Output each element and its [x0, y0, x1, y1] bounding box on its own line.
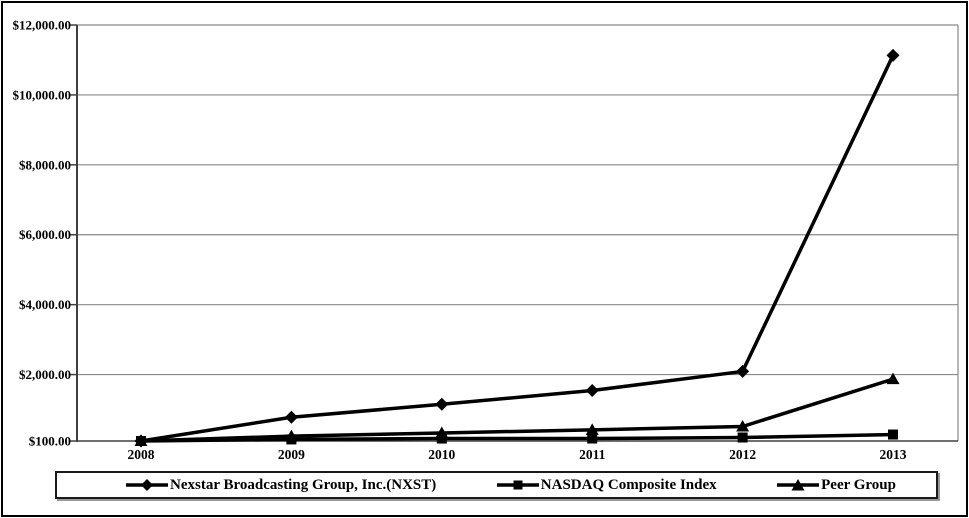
diamond-marker	[585, 383, 599, 397]
series-triangle	[134, 372, 900, 446]
series-line	[140, 377, 894, 443]
square-line-marker-icon	[496, 480, 539, 490]
triangle-marker	[134, 434, 148, 446]
y-axis-tick-label: $4,000.00	[19, 297, 71, 312]
y-axis-tick-label: $2,000.00	[19, 367, 71, 382]
y-axis-tick-label: $12,000.00	[13, 18, 72, 33]
triangle-marker	[284, 429, 298, 442]
triangle-marker	[886, 372, 900, 385]
x-axis-tick-label: 2012	[729, 447, 756, 462]
legend-label-nasdaq: NASDAQ Composite Index	[540, 476, 717, 493]
gridlines	[69, 24, 958, 442]
triangle-marker	[435, 426, 449, 438]
x-axis-tick-label: 2013	[880, 447, 907, 462]
series-line	[140, 54, 895, 443]
stock-performance-line-chart: $100.00 $2,000.00 $4,000.00 $6,000.00 $8,000…	[13, 18, 959, 462]
y-axis-tick-label: $8,000.00	[19, 157, 71, 172]
triangle-marker	[585, 423, 599, 435]
legend-item-peer-group: Peer Group	[776, 477, 896, 494]
x-axis-tick-label: 2011	[579, 447, 606, 462]
triangle-marker	[736, 419, 750, 432]
triangle-line-marker-icon	[777, 479, 820, 491]
y-axis-tick-label: $6,000.00	[19, 227, 71, 242]
diamond-marker	[284, 410, 298, 424]
legend-label-nexstar: Nexstar Broadcasting Group, Inc.(NXST)	[170, 476, 437, 493]
x-axis-tick-label: 2009	[278, 447, 305, 462]
square-marker	[436, 433, 447, 444]
square-marker	[737, 432, 748, 443]
legend-label-peer-group: Peer Group	[821, 476, 896, 493]
x-axis-tick-label: 2008	[128, 447, 155, 462]
series-line	[140, 432, 894, 443]
square-marker	[587, 433, 598, 444]
diamond-marker	[736, 364, 750, 378]
chart-legend: Nexstar Broadcasting Group, Inc.(NXST) N…	[55, 471, 938, 499]
y-axis-tick-labels: $100.00 $2,000.00 $4,000.00 $6,000.00 $8,000…	[13, 18, 72, 449]
series-diamond	[134, 48, 900, 448]
x-axis-tick-labels: 2008 2009 2010 2011 2012 2013	[128, 447, 907, 462]
diamond-line-marker-icon	[126, 479, 168, 491]
diamond-marker	[886, 48, 900, 62]
square-marker	[888, 429, 898, 440]
y-axis-tick-label: $10,000.00	[13, 87, 72, 102]
diamond-marker	[435, 397, 449, 411]
legend-item-nasdaq: NASDAQ Composite Index	[496, 477, 717, 494]
x-axis-tick-label: 2010	[428, 447, 455, 462]
y-axis-tick-label: $100.00	[29, 434, 71, 449]
legend-item-nexstar: Nexstar Broadcasting Group, Inc.(NXST)	[125, 477, 436, 494]
